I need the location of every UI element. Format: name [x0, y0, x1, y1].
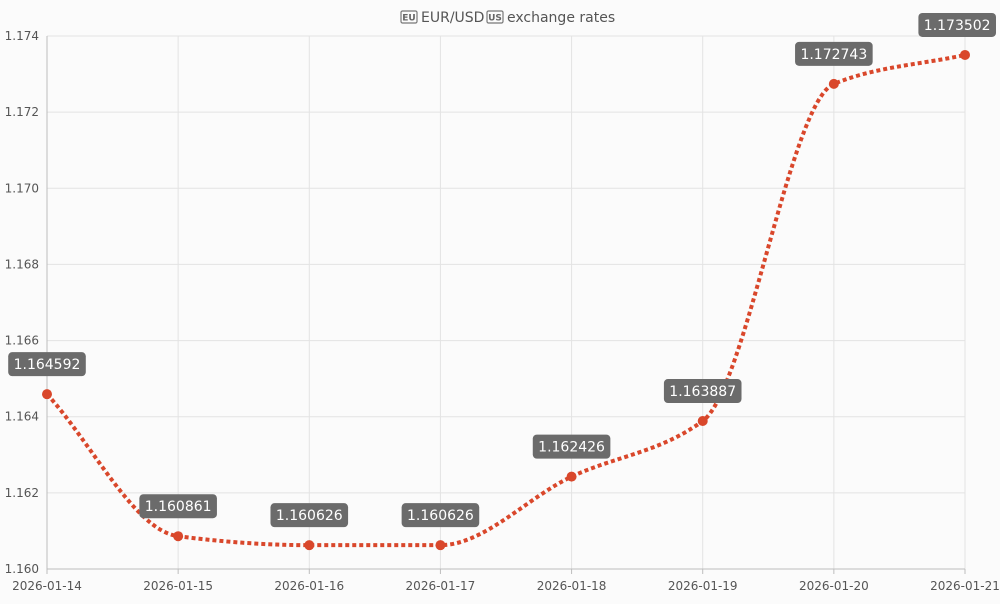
- x-tick-label: 2026-01-21: [930, 579, 1000, 593]
- data-labels: 1.164592 1.160861 1.160626 1.160626 1.162426…: [8, 12, 996, 528]
- x-tick-label: 2026-01-14: [12, 579, 82, 593]
- data-label-text: 1.160861: [145, 499, 212, 515]
- data-point: [828, 78, 839, 89]
- series-line-path: [45, 53, 966, 548]
- axes: 1.160 1.162 1.164 1.166 1.168 1.170 1.172 1.174…: [5, 29, 1000, 593]
- data-label-text: 1.162426: [538, 440, 605, 456]
- data-points: [42, 49, 970, 551]
- data-point: [173, 531, 184, 542]
- data-label: 1.162426: [532, 434, 611, 459]
- data-label: 1.164592: [8, 352, 86, 377]
- data-label-box: [532, 434, 611, 459]
- y-tick-label: 1.168: [5, 257, 39, 271]
- y-tick-label: 1.162: [5, 486, 39, 500]
- data-label-text: 1.163887: [669, 384, 736, 400]
- x-tick-label: 2026-01-16: [274, 579, 344, 593]
- us-flag-icon: US: [486, 10, 504, 24]
- us-flag-label: US: [488, 14, 502, 24]
- data-label: 1.172743: [795, 41, 873, 66]
- data-point: [960, 49, 970, 60]
- data-label-box: [270, 503, 349, 528]
- data-label-box: [918, 12, 996, 37]
- data-label: 1.173502: [918, 12, 996, 37]
- data-label-text: 1.173502: [924, 18, 991, 34]
- data-label-box: [139, 494, 217, 519]
- y-tick-label: 1.166: [5, 334, 39, 348]
- data-label-box: [663, 379, 742, 404]
- data-label-box: [795, 41, 873, 66]
- grid: [46, 35, 966, 570]
- data-label: 1.160626: [270, 503, 349, 528]
- data-point: [566, 471, 577, 482]
- series-line: [45, 53, 966, 548]
- y-tick-label: 1.172: [5, 105, 39, 119]
- data-point: [697, 416, 708, 427]
- eu-flag-icon: EU: [400, 10, 418, 24]
- eu-flag-label: EU: [402, 14, 415, 24]
- data-point: [304, 540, 315, 551]
- data-point: [42, 389, 52, 400]
- data-label-box: [8, 352, 86, 377]
- data-label-box: [401, 503, 480, 528]
- x-tick-label: 2026-01-15: [143, 579, 213, 593]
- x-tick-label: 2026-01-18: [537, 579, 607, 593]
- data-label-text: 1.160626: [407, 508, 474, 524]
- y-tick-label: 1.170: [5, 181, 39, 195]
- data-label: 1.160861: [139, 494, 217, 519]
- data-label: 1.163887: [663, 379, 742, 404]
- y-tick-label: 1.174: [5, 29, 39, 43]
- data-label-text: 1.164592: [14, 357, 81, 373]
- chart-title-text: EUR/USD: [421, 10, 484, 26]
- chart-subtitle-text: exchange rates: [507, 10, 615, 26]
- data-label-text: 1.172743: [800, 47, 867, 63]
- x-tick-label: 2026-01-19: [668, 579, 738, 593]
- x-tick-label: 2026-01-20: [799, 579, 869, 593]
- data-point: [435, 540, 446, 551]
- y-tick-label: 1.164: [5, 410, 39, 424]
- chart-title: EU EUR/USD US exchange rates: [400, 10, 615, 26]
- data-label-text: 1.160626: [276, 508, 343, 524]
- x-tick-label: 2026-01-17: [406, 579, 476, 593]
- data-label: 1.160626: [401, 503, 480, 528]
- y-tick-label: 1.160: [5, 562, 39, 576]
